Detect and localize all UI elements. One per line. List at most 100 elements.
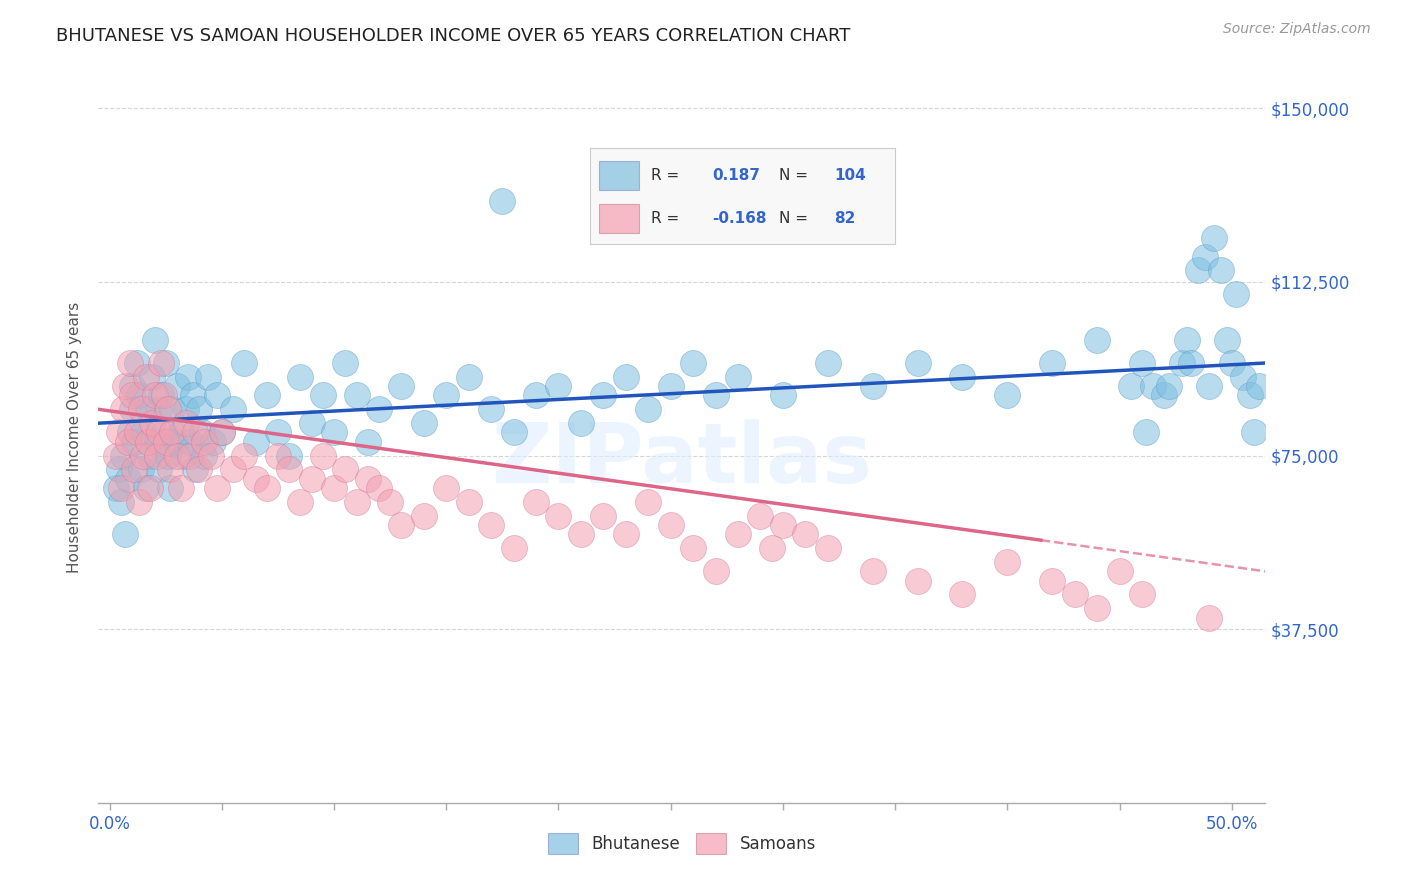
Point	[124, 434, 146, 449]
Point	[1194, 250, 1216, 264]
Point	[862, 565, 884, 579]
Point	[727, 370, 749, 384]
Point	[1198, 379, 1220, 393]
Point	[952, 370, 974, 384]
Point	[1108, 565, 1130, 579]
Point	[181, 388, 204, 402]
Point	[907, 356, 929, 370]
Point	[112, 449, 135, 463]
Point	[1085, 333, 1108, 347]
Point	[222, 462, 245, 476]
Point	[659, 518, 682, 533]
Point	[129, 402, 152, 417]
Point	[995, 555, 1018, 569]
Point	[105, 449, 128, 463]
Point	[1157, 379, 1180, 393]
Point	[222, 402, 245, 417]
Text: BHUTANESE VS SAMOAN HOUSEHOLDER INCOME OVER 65 YEARS CORRELATION CHART: BHUTANESE VS SAMOAN HOUSEHOLDER INCOME O…	[56, 27, 851, 45]
Point	[290, 495, 312, 509]
Text: 0.187: 0.187	[711, 168, 759, 183]
Text: N =: N =	[779, 211, 808, 226]
Point	[637, 495, 659, 509]
Text: R =: R =	[651, 168, 679, 183]
Point	[704, 565, 727, 579]
Point	[156, 402, 179, 417]
Point	[547, 379, 569, 393]
Point	[1198, 610, 1220, 624]
Point	[188, 462, 211, 476]
Point	[245, 434, 267, 449]
Point	[682, 356, 704, 370]
Point	[156, 449, 179, 463]
Point	[380, 495, 402, 509]
Point	[995, 388, 1018, 402]
Point	[491, 194, 513, 208]
Point	[188, 402, 211, 417]
Point	[952, 587, 974, 601]
Point	[166, 449, 188, 463]
Point	[524, 495, 547, 509]
Point	[112, 402, 135, 417]
Point	[128, 388, 150, 402]
Point	[163, 434, 186, 449]
Point	[136, 434, 159, 449]
Point	[150, 356, 173, 370]
Point	[148, 462, 170, 476]
Point	[155, 356, 177, 370]
Point	[1142, 379, 1164, 393]
Point	[1239, 388, 1261, 402]
Point	[772, 518, 794, 533]
Point	[1085, 601, 1108, 615]
Point	[761, 541, 783, 556]
Point	[335, 356, 357, 370]
Text: Source: ZipAtlas.com: Source: ZipAtlas.com	[1223, 22, 1371, 37]
Point	[502, 541, 524, 556]
Point	[1063, 587, 1085, 601]
Text: 104: 104	[834, 168, 866, 183]
Point	[1153, 388, 1175, 402]
Point	[125, 425, 148, 440]
Point	[1202, 231, 1225, 245]
Point	[110, 481, 132, 495]
Point	[907, 574, 929, 588]
Point	[682, 541, 704, 556]
Point	[1225, 286, 1247, 301]
Point	[155, 434, 177, 449]
Point	[389, 518, 412, 533]
Point	[368, 481, 391, 495]
Point	[118, 356, 141, 370]
Point	[170, 481, 193, 495]
Point	[312, 388, 335, 402]
Point	[233, 449, 256, 463]
Point	[1216, 333, 1239, 347]
Point	[121, 388, 143, 402]
Point	[211, 425, 233, 440]
Point	[148, 425, 170, 440]
Point	[184, 425, 207, 440]
Point	[1130, 587, 1153, 601]
Point	[179, 434, 201, 449]
Point	[1247, 379, 1270, 393]
Point	[637, 402, 659, 417]
Point	[146, 449, 169, 463]
Point	[1243, 425, 1265, 440]
Point	[132, 425, 155, 440]
Point	[862, 379, 884, 393]
Point	[727, 527, 749, 541]
Point	[121, 402, 143, 417]
Point	[135, 370, 157, 384]
Legend: Bhutanese, Samoans: Bhutanese, Samoans	[541, 827, 823, 860]
Point	[1040, 574, 1063, 588]
Point	[434, 388, 457, 402]
Point	[190, 425, 212, 440]
Point	[1220, 356, 1243, 370]
Point	[346, 495, 368, 509]
Point	[110, 495, 132, 509]
Point	[174, 416, 197, 430]
Point	[174, 402, 197, 417]
Point	[139, 449, 162, 463]
Point	[173, 449, 195, 463]
Point	[457, 495, 479, 509]
Point	[118, 425, 141, 440]
Point	[1130, 356, 1153, 370]
